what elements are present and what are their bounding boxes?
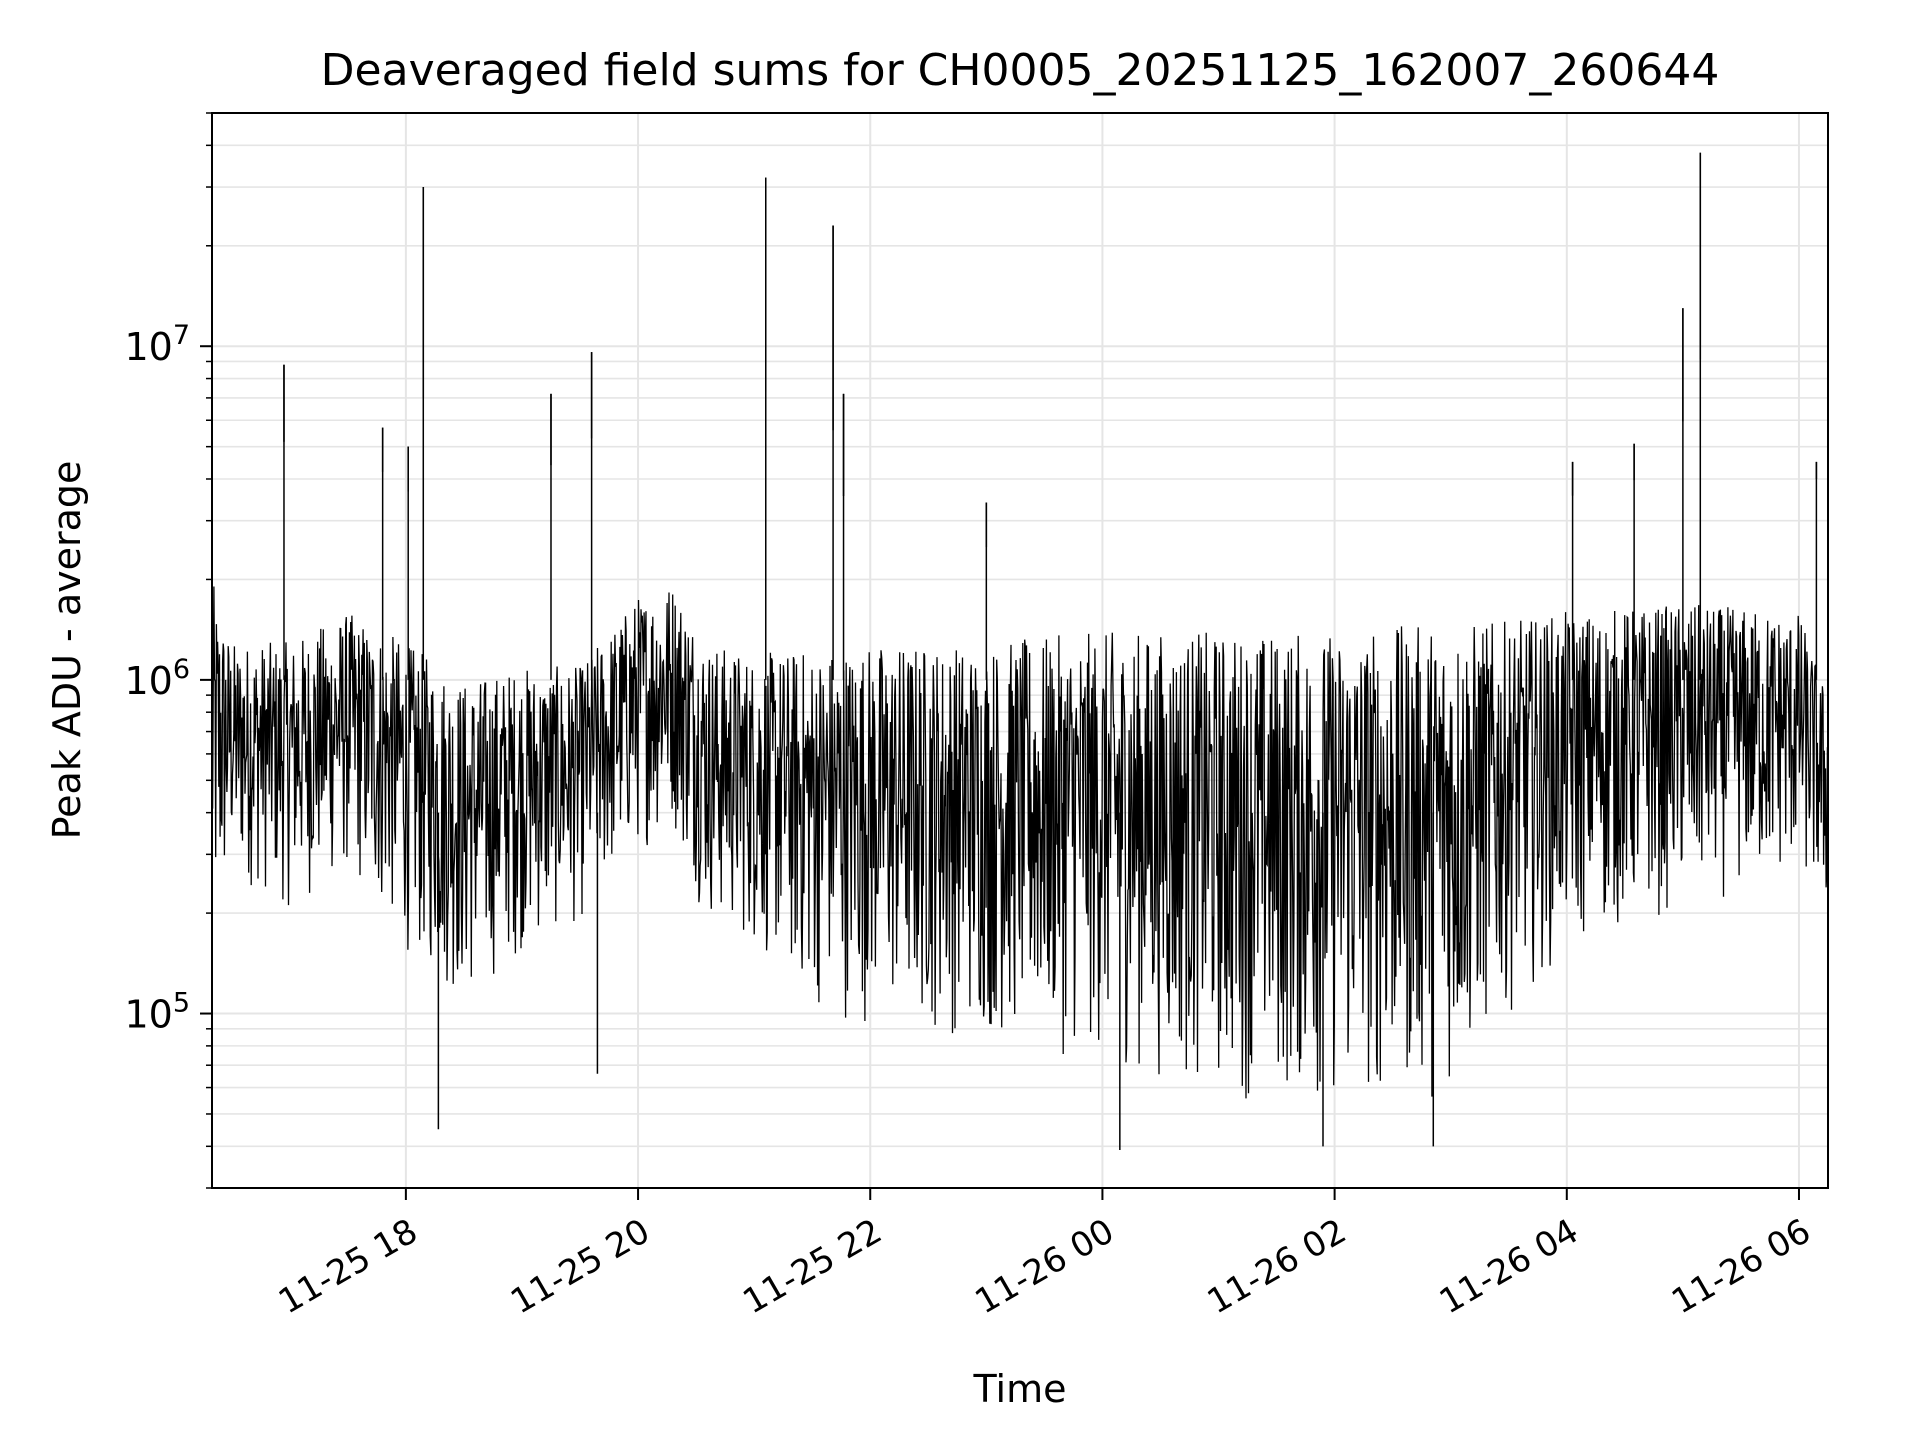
series xyxy=(211,152,1829,1150)
y-tick-label: 107 xyxy=(124,320,190,369)
data-series-line xyxy=(211,586,1829,1099)
chart-title: Deaveraged field sums for CH0005_2025112… xyxy=(321,45,1720,96)
y-axis-label: Peak ADU - average xyxy=(45,461,89,840)
y-tick-label: 106 xyxy=(124,654,190,703)
y-tick-label: 105 xyxy=(124,988,190,1037)
plot-frame xyxy=(211,112,1829,1189)
x-axis-label: Time xyxy=(973,1367,1067,1411)
axis-ticks xyxy=(200,112,1800,1200)
